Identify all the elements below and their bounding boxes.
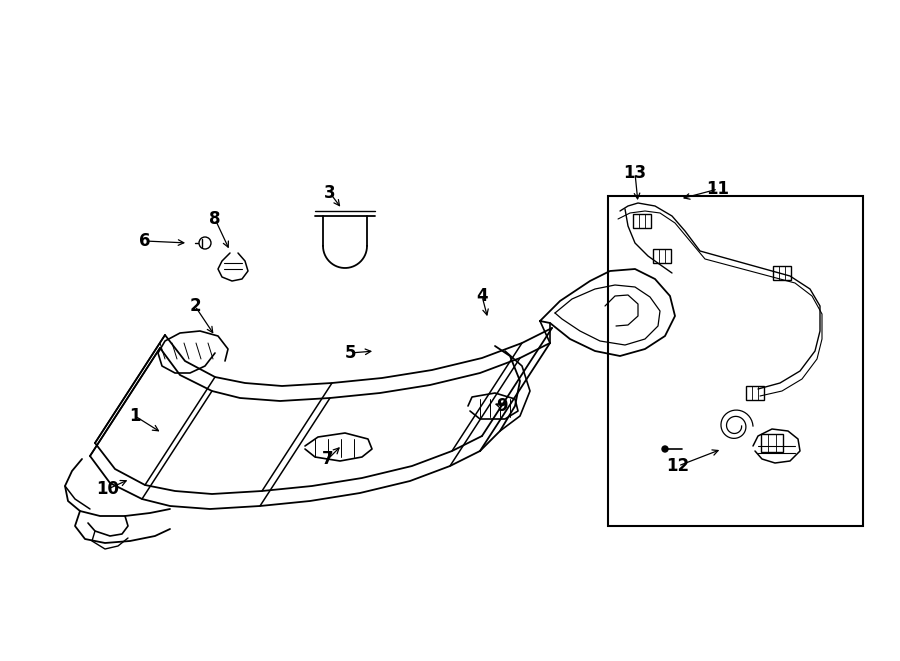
Circle shape [662, 446, 668, 452]
Text: 9: 9 [496, 397, 508, 415]
Bar [653, 249, 671, 263]
Text: 8: 8 [209, 210, 220, 228]
Text: 11: 11 [706, 180, 730, 198]
Text: 12: 12 [666, 457, 689, 475]
Text: 4: 4 [476, 287, 488, 305]
Bar [746, 386, 764, 400]
Text: 7: 7 [322, 450, 334, 468]
Text: 5: 5 [344, 344, 356, 362]
Bar [633, 214, 651, 228]
Text: 1: 1 [130, 407, 140, 425]
Bar [608, 196, 863, 526]
Text: 2: 2 [189, 297, 201, 315]
Bar [761, 434, 783, 452]
Text: 3: 3 [324, 184, 336, 202]
Text: 13: 13 [624, 164, 646, 182]
Bar [773, 266, 791, 280]
Text: 10: 10 [96, 480, 120, 498]
Text: 6: 6 [140, 232, 151, 250]
